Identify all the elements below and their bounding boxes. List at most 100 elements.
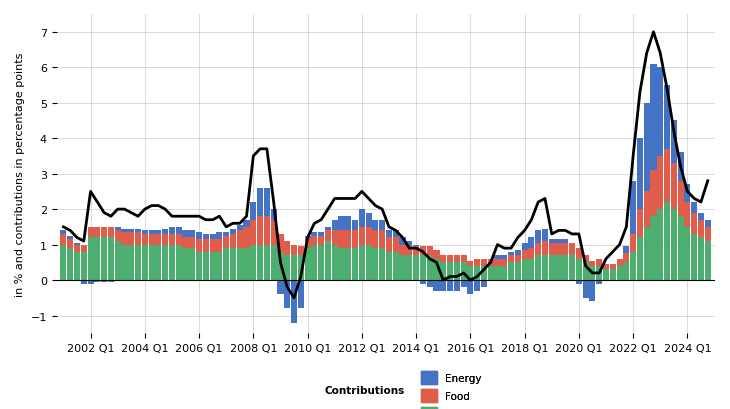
Bar bbox=[488, 259, 493, 266]
Bar bbox=[148, 245, 155, 281]
Bar bbox=[115, 241, 120, 281]
Bar bbox=[155, 245, 161, 281]
Bar bbox=[691, 234, 697, 281]
Bar bbox=[318, 236, 324, 245]
Bar bbox=[162, 229, 168, 234]
Bar bbox=[399, 256, 406, 281]
Bar bbox=[250, 202, 256, 220]
Bar bbox=[311, 245, 318, 281]
Bar bbox=[583, 281, 588, 298]
Bar bbox=[454, 263, 460, 281]
Bar bbox=[345, 249, 351, 281]
Bar bbox=[94, 227, 101, 238]
Bar bbox=[529, 249, 534, 259]
Bar bbox=[474, 259, 480, 266]
Bar bbox=[196, 233, 202, 240]
Bar bbox=[331, 245, 338, 281]
Bar bbox=[576, 259, 582, 281]
Bar bbox=[176, 227, 182, 234]
Bar bbox=[169, 245, 175, 281]
Bar bbox=[434, 259, 439, 281]
Bar bbox=[644, 192, 650, 227]
Bar bbox=[311, 236, 318, 245]
Bar bbox=[223, 236, 229, 249]
Bar bbox=[359, 245, 365, 281]
Bar bbox=[291, 256, 297, 281]
Bar bbox=[691, 213, 697, 234]
Bar bbox=[603, 265, 609, 270]
Bar bbox=[434, 250, 439, 259]
Bar bbox=[440, 263, 446, 281]
Bar bbox=[447, 263, 453, 281]
Bar bbox=[481, 281, 487, 288]
Bar bbox=[182, 231, 188, 238]
Bar bbox=[325, 241, 331, 281]
Bar bbox=[426, 256, 433, 281]
Bar bbox=[515, 250, 521, 256]
Bar bbox=[81, 252, 87, 281]
Bar bbox=[671, 121, 677, 164]
Bar bbox=[101, 281, 107, 282]
Bar bbox=[569, 243, 575, 256]
Bar bbox=[399, 245, 406, 256]
Bar bbox=[182, 238, 188, 249]
Bar bbox=[426, 281, 433, 288]
Bar bbox=[271, 220, 277, 245]
Bar bbox=[399, 238, 406, 245]
Bar bbox=[250, 220, 256, 245]
Bar bbox=[529, 259, 534, 281]
Bar bbox=[521, 243, 528, 250]
Bar bbox=[569, 256, 575, 281]
Bar bbox=[257, 245, 264, 281]
Bar bbox=[562, 240, 569, 243]
Bar bbox=[210, 240, 215, 252]
Bar bbox=[454, 256, 460, 263]
Bar bbox=[704, 220, 711, 227]
Bar bbox=[291, 245, 297, 256]
Bar bbox=[447, 281, 453, 291]
Y-axis label: in % and contributions in percentage points: in % and contributions in percentage poi… bbox=[15, 52, 25, 296]
Bar bbox=[617, 259, 623, 266]
Bar bbox=[108, 281, 114, 282]
Bar bbox=[277, 281, 283, 294]
Bar bbox=[386, 231, 392, 238]
Bar bbox=[101, 238, 107, 281]
Bar bbox=[698, 213, 704, 220]
Bar bbox=[81, 245, 87, 252]
Bar bbox=[637, 139, 643, 209]
Bar bbox=[176, 234, 182, 245]
Bar bbox=[556, 256, 561, 281]
Bar bbox=[284, 281, 291, 309]
Bar bbox=[589, 261, 596, 266]
Bar bbox=[135, 233, 141, 245]
Bar bbox=[657, 157, 664, 209]
Bar bbox=[203, 240, 209, 252]
Bar bbox=[650, 171, 656, 217]
Bar bbox=[698, 238, 704, 281]
Bar bbox=[515, 256, 521, 263]
Bar bbox=[529, 238, 534, 249]
Bar bbox=[250, 245, 256, 281]
Bar bbox=[542, 229, 548, 241]
Bar bbox=[535, 256, 541, 281]
Bar bbox=[318, 233, 324, 236]
Bar bbox=[121, 229, 128, 233]
Bar bbox=[223, 233, 229, 236]
Bar bbox=[467, 266, 474, 281]
Bar bbox=[644, 227, 650, 281]
Bar bbox=[515, 263, 521, 281]
Bar bbox=[128, 229, 134, 233]
Bar bbox=[284, 241, 291, 256]
Bar bbox=[596, 266, 602, 281]
Bar bbox=[230, 234, 236, 249]
Bar bbox=[189, 249, 196, 281]
Bar bbox=[67, 236, 73, 240]
Bar bbox=[407, 245, 412, 256]
Bar bbox=[345, 217, 351, 231]
Bar bbox=[359, 227, 365, 245]
Bar bbox=[562, 243, 569, 256]
Bar bbox=[698, 220, 704, 238]
Bar bbox=[617, 266, 623, 281]
Bar bbox=[331, 220, 338, 231]
Bar bbox=[494, 256, 501, 259]
